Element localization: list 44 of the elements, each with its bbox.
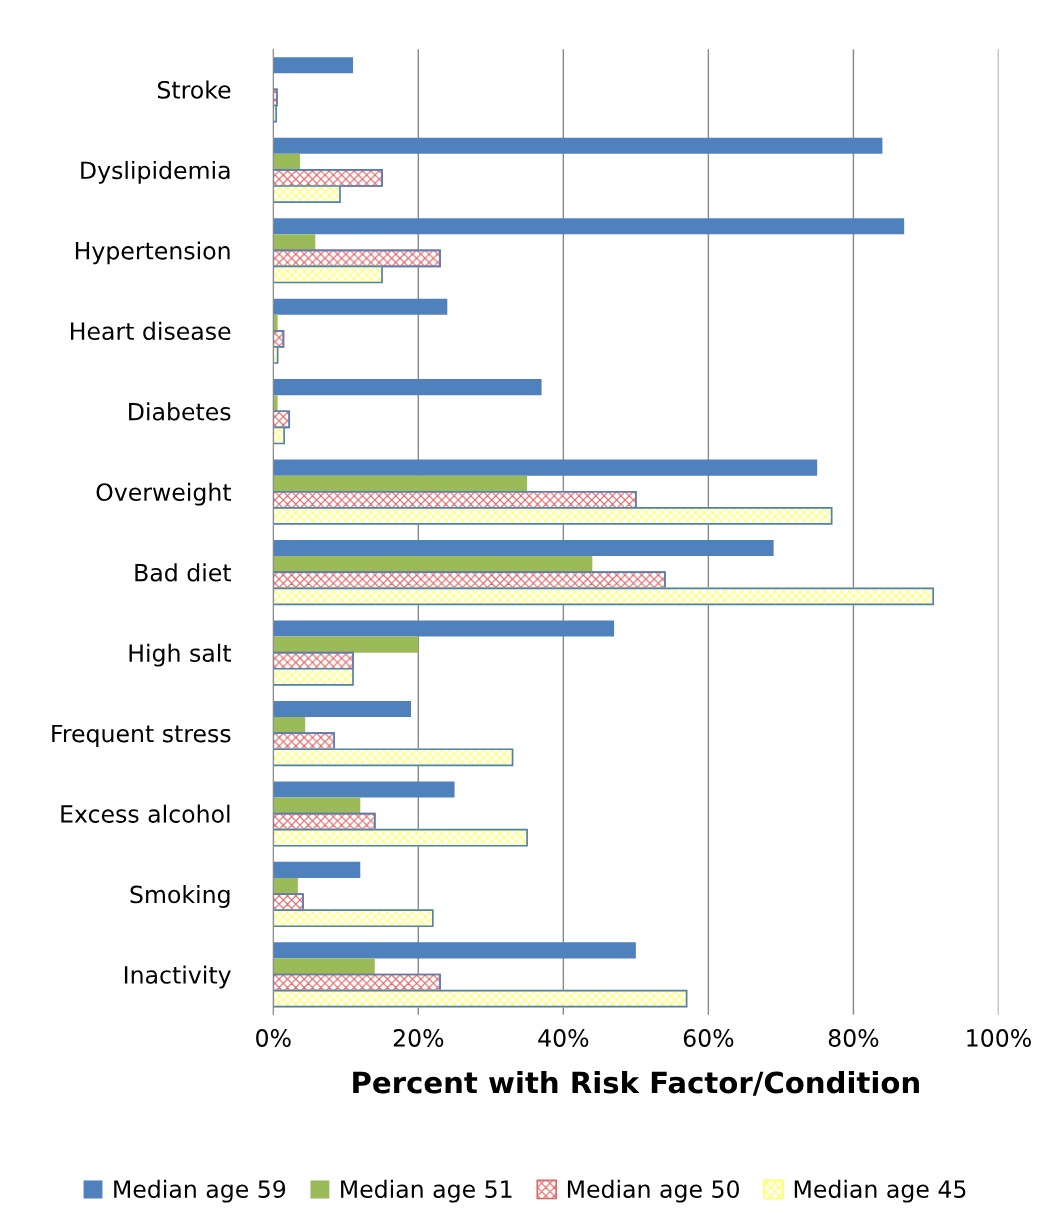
bar <box>273 459 818 476</box>
bar <box>273 877 298 895</box>
x-tick-label: 20% <box>393 1029 444 1047</box>
y-tick-label: Hypertension <box>75 241 230 265</box>
bar <box>273 861 361 878</box>
y-tick-label: Dyslipidemia <box>81 160 230 184</box>
legend-label: Median age 51 <box>341 1179 512 1203</box>
bar <box>273 797 361 814</box>
bar <box>273 942 636 959</box>
y-tick-label: Inactivity <box>124 965 231 989</box>
x-axis-title: Percent with Risk Factor/Condition <box>353 1070 919 1096</box>
bar <box>273 636 419 653</box>
bar <box>273 958 375 975</box>
x-tick-label: 80% <box>828 1029 879 1047</box>
bar <box>273 298 448 315</box>
x-tick-label: 100% <box>967 1029 1031 1047</box>
bar <box>273 57 354 74</box>
y-tick-label: Frequent stress <box>52 724 231 748</box>
bar <box>273 540 774 557</box>
bar <box>273 556 593 573</box>
x-tick-label: 0% <box>256 1029 291 1047</box>
y-tick-label: Stroke <box>157 80 231 99</box>
bar <box>273 700 412 718</box>
y-tick-label: Excess alcohol <box>61 804 230 823</box>
y-tick-label: Overweight <box>96 482 232 506</box>
bar <box>273 137 883 154</box>
y-tick-label: High salt <box>129 643 232 667</box>
bar <box>273 153 301 170</box>
y-tick-label: Diabetes <box>129 402 231 421</box>
y-tick-label: Bad diet <box>135 563 232 582</box>
bar <box>273 475 528 492</box>
bar <box>273 781 455 798</box>
bar <box>273 379 542 396</box>
y-tick-label: Smoking <box>130 885 230 908</box>
bar <box>273 620 615 637</box>
y-tick-label: Heart disease <box>71 321 231 341</box>
bar <box>273 218 905 235</box>
legend-label: Median age 50 <box>567 1179 739 1203</box>
bar <box>273 717 306 734</box>
x-tick-label: 40% <box>538 1029 589 1047</box>
x-tick-label: 60% <box>683 1029 734 1047</box>
bar <box>273 234 316 251</box>
legend-label: Median age 59 <box>114 1179 286 1203</box>
legend-label: Median age 45 <box>794 1179 966 1203</box>
